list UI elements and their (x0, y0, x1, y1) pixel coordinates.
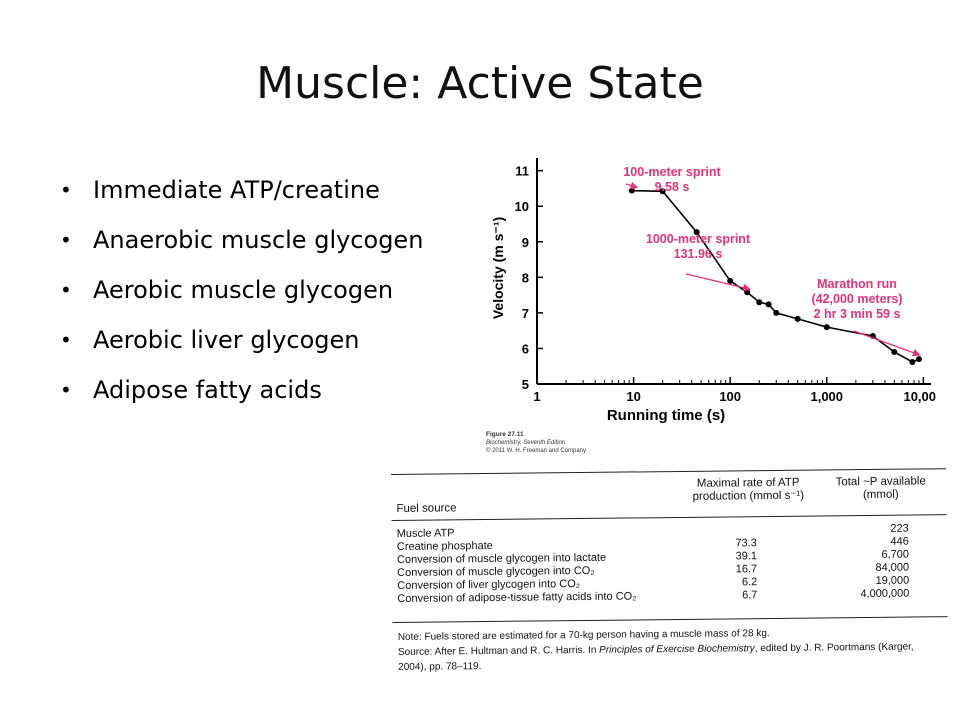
annotation-text: 9.58 s (655, 180, 690, 194)
figure-caption-book: Biochemistry, Seventh Edition (486, 440, 566, 446)
header-max-rate-line2: production (mmol s⁻¹) (692, 489, 805, 503)
cell-total-p: 223 (890, 522, 909, 535)
y-tick-label: 11 (515, 164, 529, 179)
bullet-dot-icon: • (60, 378, 72, 402)
data-point (744, 289, 751, 296)
data-point (891, 349, 898, 355)
table-top-rule (391, 468, 947, 475)
bullet-text: Anaerobic muscle glycogen (93, 226, 424, 254)
bullet-item: • Aerobic muscle glycogen (60, 275, 460, 305)
y-tick-label: 5 (522, 377, 529, 392)
bullet-text: Adipose fatty acids (93, 376, 322, 404)
x-tick-label: 10 (626, 389, 640, 404)
header-total-p-line2: (mmol) (862, 488, 899, 502)
bullet-dot-icon: • (60, 178, 72, 202)
cell-fuel-source: Conversion of adipose-tissue fatty acids… (397, 590, 637, 605)
x-tick-label: 10,000 (903, 389, 936, 404)
cell-total-p: 84,000 (875, 561, 910, 574)
bullet-dot-icon: • (60, 328, 72, 352)
annotation-arrow (685, 273, 751, 292)
cell-max-rate: 16.7 (735, 563, 758, 576)
bullet-dot-icon: • (60, 278, 72, 302)
annotation-text: (42,000 meters) (811, 292, 902, 306)
bullet-item: • Anaerobic muscle glycogen (60, 225, 460, 255)
data-point (823, 324, 830, 331)
data-point (794, 315, 801, 322)
table-bottom-rule (392, 616, 948, 623)
velocity-line (631, 189, 920, 363)
annotation-text: 100-meter sprint (623, 165, 721, 179)
table-footnote: Note: Fuels stored are estimated for a 7… (398, 624, 943, 675)
cell-fuel-source: Muscle ATP (396, 527, 455, 540)
x-tick-label: 1,000 (810, 389, 843, 404)
data-point (915, 356, 922, 363)
y-tick-label: 8 (522, 270, 529, 285)
cell-max-rate: 39.1 (735, 550, 758, 563)
cell-fuel-source: Creatine phosphate (396, 539, 493, 553)
table-header-rule (391, 514, 947, 521)
cell-max-rate: 73.3 (735, 537, 757, 550)
bullet-item: • Adipose fatty acids (60, 375, 460, 405)
data-point (693, 229, 700, 236)
figure-caption-title: Figure 27.11 (486, 431, 524, 438)
bullet-item: • Immediate ATP/creatine (60, 175, 460, 205)
cell-max-rate: 6.7 (742, 589, 758, 602)
bullet-text: Aerobic liver glycogen (93, 326, 360, 354)
cell-max-rate (687, 524, 757, 525)
y-tick-label: 9 (522, 235, 529, 250)
cell-total-p: 4,000,000 (860, 587, 910, 601)
x-axis-label: Running time (s) (607, 407, 725, 424)
cell-total-p: 446 (890, 535, 909, 548)
x-tick-label: 1 (533, 389, 540, 404)
y-tick-label: 6 (522, 341, 529, 356)
cell-max-rate: 6.2 (741, 576, 758, 589)
data-point (756, 299, 763, 306)
header-max-rate: Maximal rate of ATP production (mmol s⁻¹… (673, 476, 823, 504)
x-tick-label: 100 (719, 389, 741, 404)
annotation-text: 2 hr 3 min 59 s (814, 307, 901, 321)
annotation-text: 131.96 s (674, 247, 723, 261)
data-point (765, 301, 772, 308)
header-total-p: Total ~P available (mmol) (823, 475, 938, 502)
bullet-text: Immediate ATP/creatine (93, 176, 380, 204)
cell-total-p: 19,000 (875, 574, 910, 587)
slide-title: Muscle: Active State (256, 58, 704, 109)
table-source: Source: After E. Hultman and R. C. Harri… (398, 639, 943, 675)
annotation-text: 1000-meter sprint (646, 232, 751, 246)
bullet-text: Aerobic muscle glycogen (93, 276, 394, 304)
y-tick-label: 7 (522, 306, 529, 321)
data-point (727, 277, 734, 284)
header-fuel-source: Fuel source (396, 502, 457, 515)
annotation-arrow (853, 330, 921, 357)
table-source-book: Principles of Exercise Biochemistry (599, 643, 755, 656)
figure-caption-copyright: © 2011 W. H. Freeman and Company (486, 447, 586, 454)
bullet-item: • Aerobic liver glycogen (60, 325, 460, 355)
bullet-dot-icon: • (60, 228, 72, 252)
data-point (628, 187, 635, 194)
fuel-source-table: Fuel source Maximal rate of ATP producti… (391, 460, 948, 688)
table-source-prefix: Source: After E. Hultman and R. C. Harri… (397, 644, 600, 658)
annotation-text: Marathon run (817, 277, 897, 291)
data-point (909, 358, 916, 365)
data-point (659, 188, 666, 195)
data-point (773, 309, 780, 316)
y-tick-label: 10 (515, 199, 529, 214)
y-axis-label: Velocity (m s⁻¹) (490, 217, 506, 319)
header-total-p-line1: Total ~P available (835, 475, 926, 489)
bullet-list: • Immediate ATP/creatine • Anaerobic muscl… (60, 175, 460, 425)
annotation-arrow (625, 181, 639, 190)
cell-total-p: 6,700 (881, 548, 910, 561)
